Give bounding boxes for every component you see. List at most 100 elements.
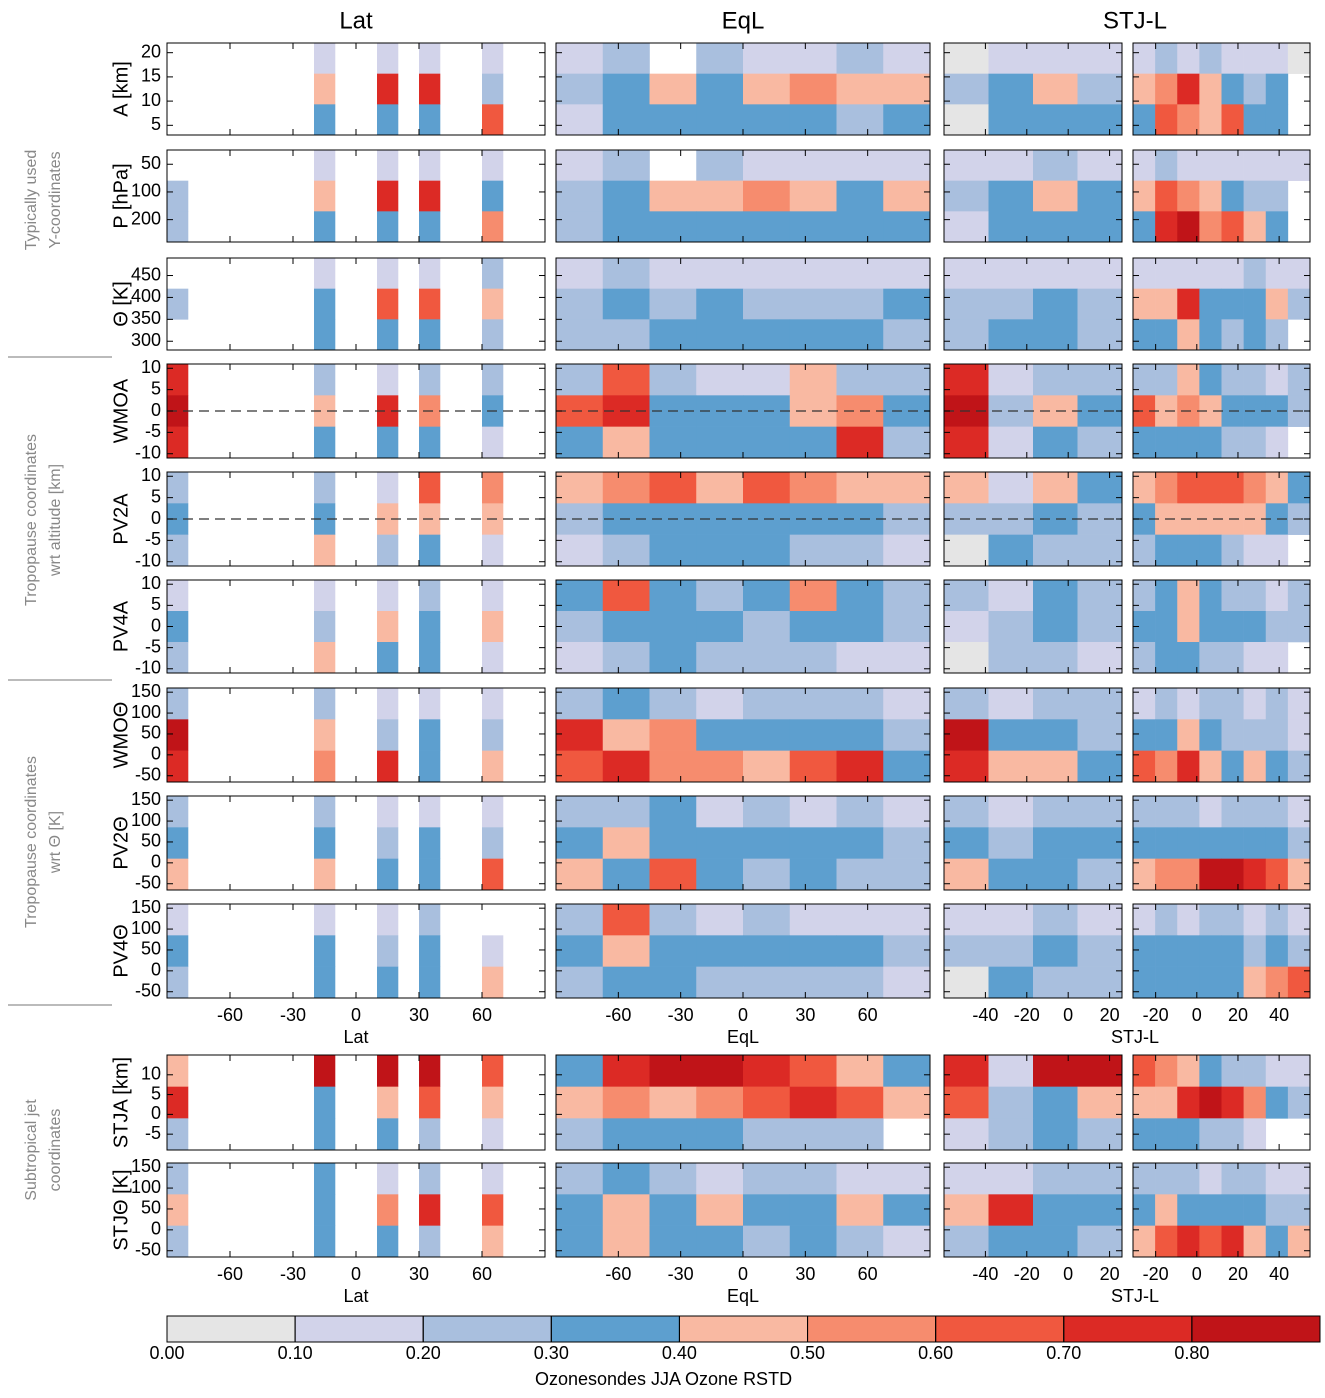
heat-cell: [482, 104, 504, 136]
heat-cell: [1033, 472, 1078, 504]
heat-cell: [836, 426, 884, 459]
heat-cell: [649, 642, 697, 674]
heat-cell: [602, 966, 650, 999]
heat-cell: [743, 827, 791, 859]
y-tick-label: 100: [131, 181, 161, 201]
x-tick-label: 30: [795, 1264, 815, 1284]
heat-cell: [1133, 43, 1156, 74]
heat-cell: [988, 580, 1034, 612]
heat-cell: [1133, 258, 1156, 289]
heat-cell: [314, 180, 336, 212]
heat-cell: [314, 1086, 336, 1119]
heat-cell: [1077, 364, 1123, 396]
heat-cell: [377, 1118, 399, 1151]
heat-cell: [314, 858, 336, 891]
heat-cell: [789, 719, 837, 751]
heat-cell: [1155, 611, 1178, 643]
heat-cell: [602, 211, 650, 243]
heat-cell: [789, 1055, 837, 1087]
heat-cell: [1155, 426, 1178, 459]
heat-cell: [1243, 750, 1267, 783]
heat-cell: [1199, 472, 1222, 504]
heat-cell: [1221, 719, 1244, 751]
heat-cell: [649, 904, 697, 936]
y-tick-label: 400: [131, 286, 161, 306]
heat-cell: [789, 1225, 837, 1258]
y-tick-label: 200: [131, 208, 161, 228]
heat-cell: [556, 611, 604, 643]
heat-cell: [1287, 750, 1311, 783]
heat-cell: [602, 858, 650, 891]
heat-cell: [556, 472, 604, 504]
heat-cell: [696, 534, 744, 567]
heat-cell: [883, 472, 931, 504]
heat-cell: [1221, 211, 1244, 243]
heat-cell: [743, 1194, 791, 1226]
panel-frame: [1132, 257, 1311, 351]
heat-cell: [836, 104, 884, 136]
heat-cell: [944, 750, 989, 783]
heat-cell: [602, 104, 650, 136]
heat-cell: [1221, 1163, 1244, 1195]
heat-cell: [1033, 104, 1078, 136]
heat-cell: [1155, 719, 1178, 751]
heat-cell: [1133, 73, 1156, 105]
heat-cell: [556, 73, 604, 105]
y-tick-label: 150: [131, 789, 161, 809]
heat-cell: [1033, 395, 1078, 427]
heat-cell: [743, 580, 791, 612]
heat-cell: [696, 364, 744, 396]
y-tick-label: -50: [135, 764, 161, 784]
heat-cell: [696, 1118, 744, 1151]
heat-cell: [1177, 258, 1200, 289]
heat-cell: [1077, 426, 1123, 459]
heat-cell: [883, 796, 931, 828]
heat-cell: [314, 395, 336, 427]
heat-cell: [314, 966, 336, 999]
heat-cell: [482, 426, 504, 459]
heat-cell: [1155, 288, 1178, 320]
y-tick-label: 100: [131, 918, 161, 938]
y-tick-label: -5: [145, 421, 161, 441]
heat-cell: [1155, 580, 1178, 612]
y-tick-label: 10: [141, 90, 161, 110]
heat-cell: [988, 1055, 1034, 1087]
heat-cell: [1243, 1118, 1267, 1151]
heat-cell: [167, 180, 189, 212]
heat-cell: [1133, 1163, 1156, 1195]
heat-cell: [1155, 1194, 1178, 1226]
heat-cell: [419, 904, 441, 936]
heat-cell: [1155, 104, 1178, 136]
heat-cell: [836, 211, 884, 243]
heat-cell: [1077, 1163, 1123, 1195]
heat-cell: [1199, 150, 1222, 181]
heat-cell: [1199, 642, 1222, 674]
heat-cell: [988, 750, 1034, 783]
heat-cell: [789, 258, 837, 289]
y-tick-label: 0: [151, 1103, 161, 1123]
heat-cell: [1133, 858, 1156, 891]
heat-cell: [1287, 966, 1311, 999]
heat-cell: [482, 73, 504, 105]
heat-cell: [314, 104, 336, 136]
heat-cell: [1155, 534, 1178, 567]
heat-cell: [1155, 211, 1178, 243]
heat-cell: [1133, 796, 1156, 828]
section-label: Tropopause coordinates: [23, 756, 40, 928]
panel-frame: [1132, 1054, 1311, 1151]
colorbar-swatch: [166, 1315, 296, 1343]
heat-cell: [602, 180, 650, 212]
heat-cell: [789, 935, 837, 967]
heat-cell: [482, 966, 504, 999]
heat-cell: [944, 1118, 989, 1151]
heat-cell: [1243, 1055, 1267, 1087]
heat-cell: [556, 688, 604, 720]
y-tick-label: 50: [141, 831, 161, 851]
x-tick-label: -40: [972, 1005, 998, 1025]
heat-cell: [1077, 73, 1123, 105]
heat-cell: [696, 935, 744, 967]
heat-cell: [1133, 1055, 1156, 1087]
heat-cell: [1287, 288, 1311, 320]
heat-cell: [1199, 858, 1222, 891]
